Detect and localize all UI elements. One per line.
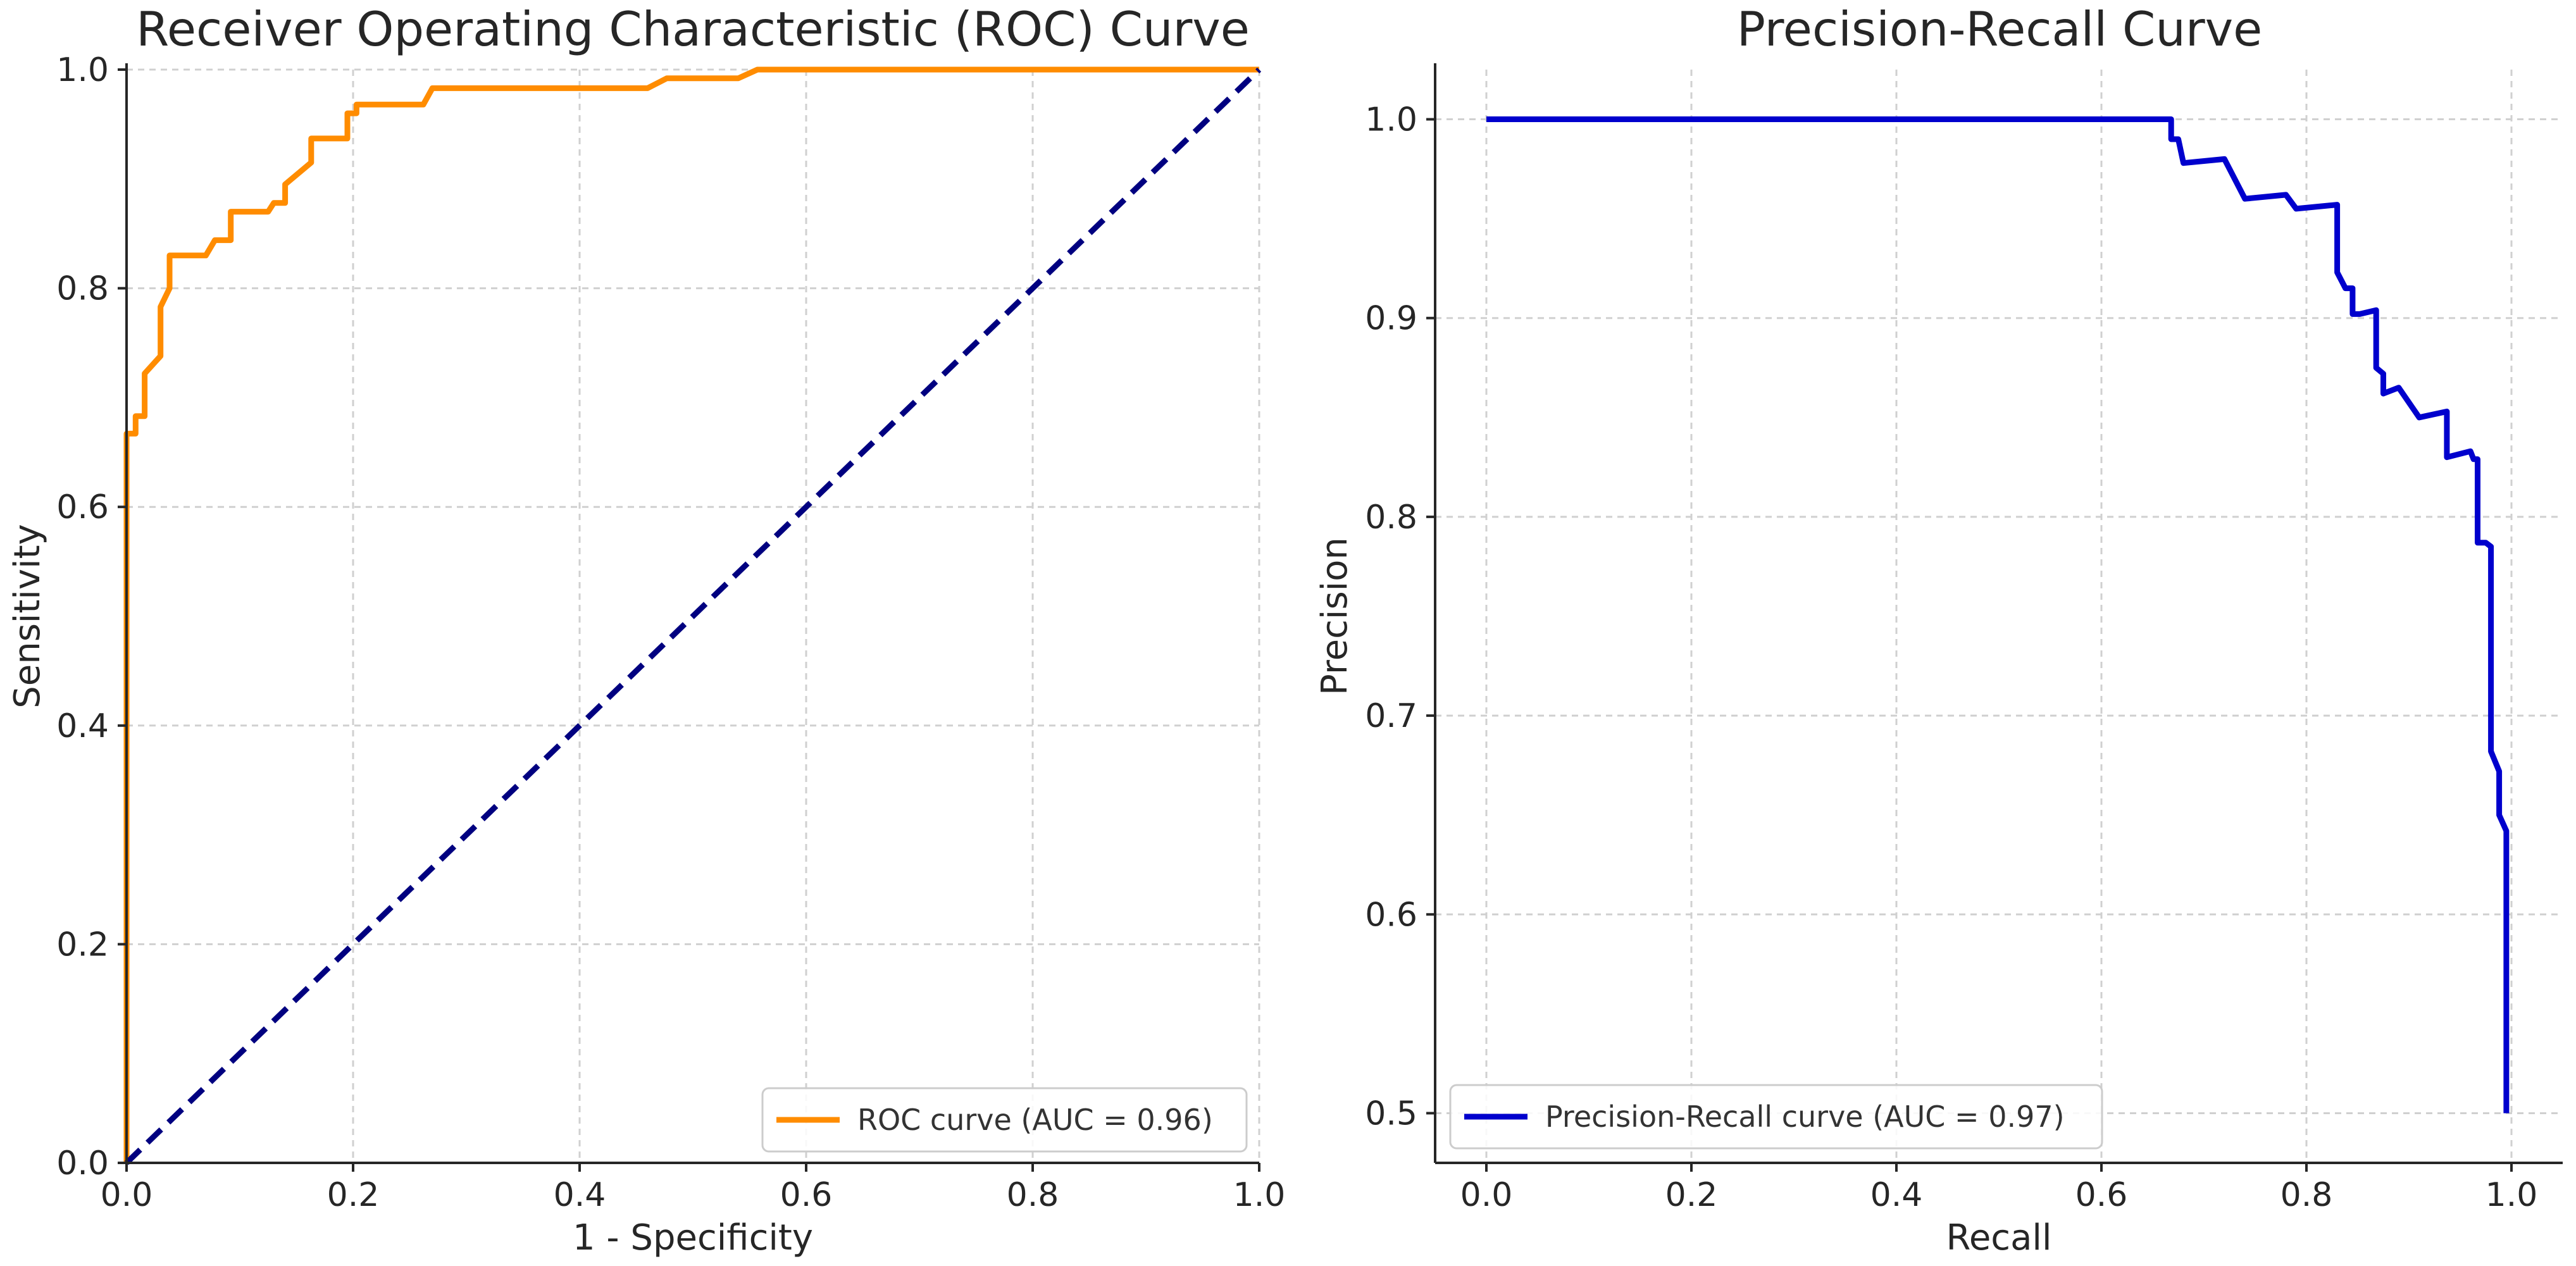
pr-legend-label-0: Precision-Recall curve (AUC = 0.97) xyxy=(1545,1100,2065,1134)
roc-x-tick-label-3: 0.6 xyxy=(780,1176,833,1214)
pr-legend-box xyxy=(1449,1084,2103,1150)
pr-y-tick-label-1: 0.6 xyxy=(1365,896,1417,934)
pr-legend: Precision-Recall curve (AUC = 0.97) xyxy=(1449,1084,2103,1150)
pr-series-line-0 xyxy=(1486,116,2510,1114)
roc-x-tick-label-2: 0.4 xyxy=(554,1176,606,1214)
roc-y-tick-label-1: 0.2 xyxy=(56,926,109,964)
roc-series-line-1 xyxy=(124,67,1262,1165)
pr-x-tick-label-2: 0.4 xyxy=(1870,1176,1923,1214)
pr-y-axis-label: Precision xyxy=(1314,537,1355,695)
roc-y-tick-label-2: 0.4 xyxy=(56,707,109,745)
roc-y-tick-label-0: 0.0 xyxy=(56,1145,109,1182)
roc-chart-panel: 0.0 0.2 0.4 0.6 0.8 1.0 0.0 0.2 0.4 0.6 0.8 1.0 Rece… xyxy=(7,1,1285,1258)
pr-x-tick-label-4: 0.8 xyxy=(2280,1176,2333,1214)
pr-y-tick-label-4: 0.9 xyxy=(1365,300,1417,338)
roc-y-tick-label-4: 0.8 xyxy=(56,270,109,308)
roc-x-tick-label-4: 0.8 xyxy=(1007,1176,1059,1214)
roc-y-tick-label-5: 1.0 xyxy=(56,51,109,89)
roc-legend: ROC curve (AUC = 0.96) xyxy=(761,1087,1248,1153)
roc-x-tick-label-1: 0.2 xyxy=(327,1176,380,1214)
pr-chart-title: Precision-Recall Curve xyxy=(1737,1,2263,57)
pr-y-tick-label-3: 0.8 xyxy=(1365,499,1417,537)
roc-y-axis-label: Sensitivity xyxy=(7,524,48,709)
roc-series-line-0 xyxy=(123,66,1259,1163)
roc-y-tick-label-3: 0.6 xyxy=(56,488,109,526)
roc-legend-label-0: ROC curve (AUC = 0.96) xyxy=(857,1103,1213,1137)
pr-y-tick-label-2: 0.7 xyxy=(1365,697,1417,735)
roc-x-tick-label-5: 1.0 xyxy=(1233,1176,1286,1214)
pr-x-tick-label-1: 0.2 xyxy=(1665,1176,1718,1214)
precision-recall-chart-panel: 0.0 0.2 0.4 0.6 0.8 1.0 0.5 0.6 0.7 0.8 0.9 1.0 Prec… xyxy=(1314,1,2563,1258)
roc-x-tick-label-0: 0.0 xyxy=(101,1176,153,1214)
roc-legend-box xyxy=(761,1087,1248,1153)
pr-y-tick-label-5: 1.0 xyxy=(1365,101,1417,139)
pr-x-tick-label-3: 0.6 xyxy=(2075,1176,2128,1214)
pr-x-tick-label-0: 0.0 xyxy=(1460,1176,1513,1214)
pr-x-tick-label-5: 1.0 xyxy=(2486,1176,2538,1214)
roc-chart-title: Receiver Operating Characteristic (ROC) … xyxy=(136,1,1250,57)
pr-x-axis-label: Recall xyxy=(1946,1217,2051,1258)
pr-y-tick-label-0: 0.5 xyxy=(1365,1095,1417,1133)
roc-x-axis-label: 1 - Specificity xyxy=(573,1217,813,1258)
